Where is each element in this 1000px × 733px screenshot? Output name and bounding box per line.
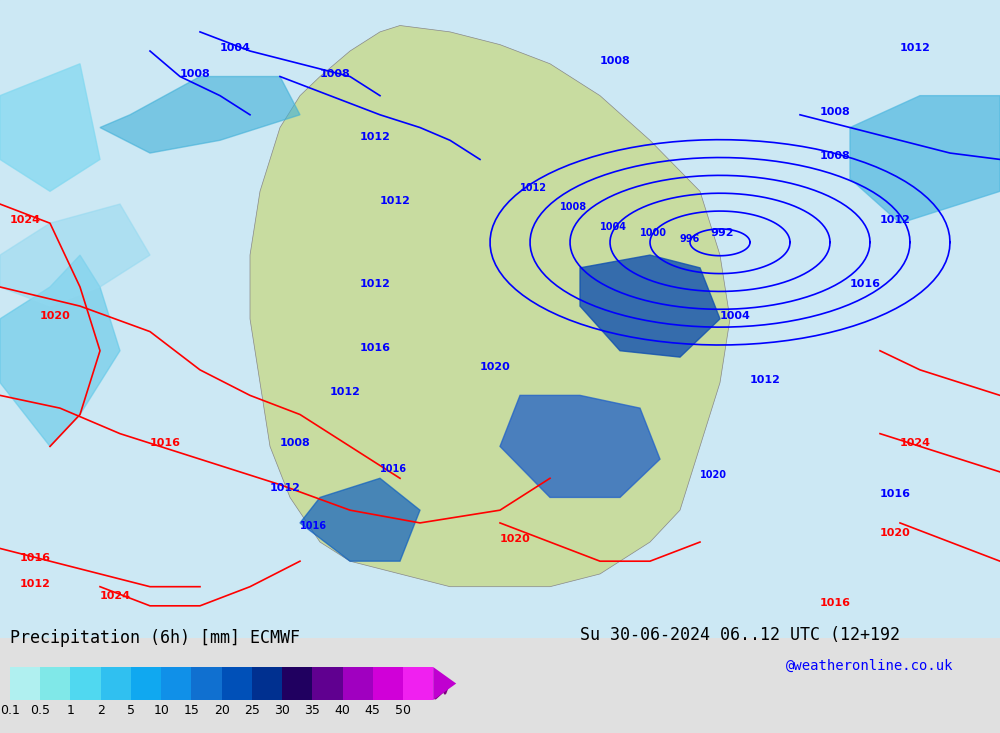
Text: 1016: 1016	[20, 553, 51, 563]
Text: 1012: 1012	[750, 375, 781, 385]
Text: 0.5: 0.5	[30, 704, 50, 717]
Bar	[101, 667, 131, 700]
Text: @weatheronline.co.uk: @weatheronline.co.uk	[786, 658, 954, 673]
Bar	[403, 667, 433, 700]
Text: 1016: 1016	[300, 521, 327, 531]
Bar	[222, 667, 252, 700]
Text: 1012: 1012	[330, 387, 361, 397]
Bar	[70, 667, 101, 700]
Text: 15: 15	[183, 704, 199, 717]
Bar	[373, 667, 403, 700]
Text: 1008: 1008	[560, 202, 587, 213]
Text: 1000: 1000	[640, 228, 667, 238]
Bar	[131, 667, 161, 700]
Text: 1012: 1012	[360, 132, 391, 142]
Text: 1024: 1024	[10, 216, 41, 225]
Text: 1012: 1012	[360, 279, 391, 289]
Text: 40: 40	[335, 704, 350, 717]
Text: 20: 20	[214, 704, 230, 717]
Text: 1004: 1004	[720, 311, 751, 321]
Text: 1004: 1004	[600, 221, 627, 232]
Polygon shape	[500, 395, 660, 498]
Polygon shape	[100, 76, 300, 153]
Bar	[10, 667, 40, 700]
Text: 1024: 1024	[900, 438, 931, 449]
Text: 5: 5	[127, 704, 135, 717]
Text: 1020: 1020	[480, 362, 511, 372]
Text: 1: 1	[67, 704, 74, 717]
Text: 1016: 1016	[380, 464, 407, 474]
Text: 996: 996	[680, 235, 700, 244]
Text: 1016: 1016	[880, 490, 911, 499]
Text: 1008: 1008	[820, 107, 851, 117]
Text: 1020: 1020	[40, 311, 71, 321]
Polygon shape	[0, 64, 100, 191]
Text: 1012: 1012	[880, 216, 911, 225]
Polygon shape	[300, 478, 420, 561]
Text: 1008: 1008	[280, 438, 311, 449]
Polygon shape	[580, 255, 720, 357]
Bar	[191, 667, 222, 700]
Polygon shape	[250, 26, 730, 586]
Text: 992: 992	[710, 228, 734, 238]
Polygon shape	[850, 96, 1000, 223]
Text: 10: 10	[153, 704, 169, 717]
Bar	[252, 667, 282, 700]
Text: 1004: 1004	[220, 43, 251, 53]
Text: 1020: 1020	[500, 534, 531, 544]
Text: Precipitation (6h) [mm] ECMWF: Precipitation (6h) [mm] ECMWF	[10, 629, 300, 647]
Text: 1016: 1016	[150, 438, 181, 449]
Text: 1012: 1012	[20, 578, 51, 589]
Text: Su 30-06-2024 06..12 UTC (12+192: Su 30-06-2024 06..12 UTC (12+192	[580, 626, 900, 644]
Text: 35: 35	[304, 704, 320, 717]
Text: 1024: 1024	[100, 592, 131, 602]
Text: 1008: 1008	[820, 152, 851, 161]
Text: 1008: 1008	[320, 68, 351, 78]
Text: 25: 25	[244, 704, 260, 717]
Text: 1008: 1008	[180, 68, 211, 78]
Polygon shape	[433, 667, 456, 700]
Text: 2: 2	[97, 704, 105, 717]
Bar	[343, 667, 373, 700]
Text: 1012: 1012	[520, 183, 547, 194]
Bar	[312, 667, 343, 700]
Bar	[40, 667, 70, 700]
Text: 1016: 1016	[850, 279, 881, 289]
Text: 0.1: 0.1	[0, 704, 20, 717]
Text: 30: 30	[274, 704, 290, 717]
Text: 1020: 1020	[700, 471, 727, 480]
Text: 1016: 1016	[820, 598, 851, 608]
Bar	[282, 667, 312, 700]
Text: 1016: 1016	[360, 343, 391, 353]
Text: 1020: 1020	[880, 528, 911, 538]
Text: 50: 50	[395, 704, 411, 717]
Text: 1012: 1012	[380, 196, 411, 206]
Text: 1012: 1012	[270, 483, 301, 493]
Bar	[161, 667, 191, 700]
Polygon shape	[0, 255, 120, 446]
Text: 45: 45	[365, 704, 381, 717]
Polygon shape	[0, 204, 150, 306]
Text: 1008: 1008	[600, 56, 631, 66]
Text: 1012: 1012	[900, 43, 931, 53]
